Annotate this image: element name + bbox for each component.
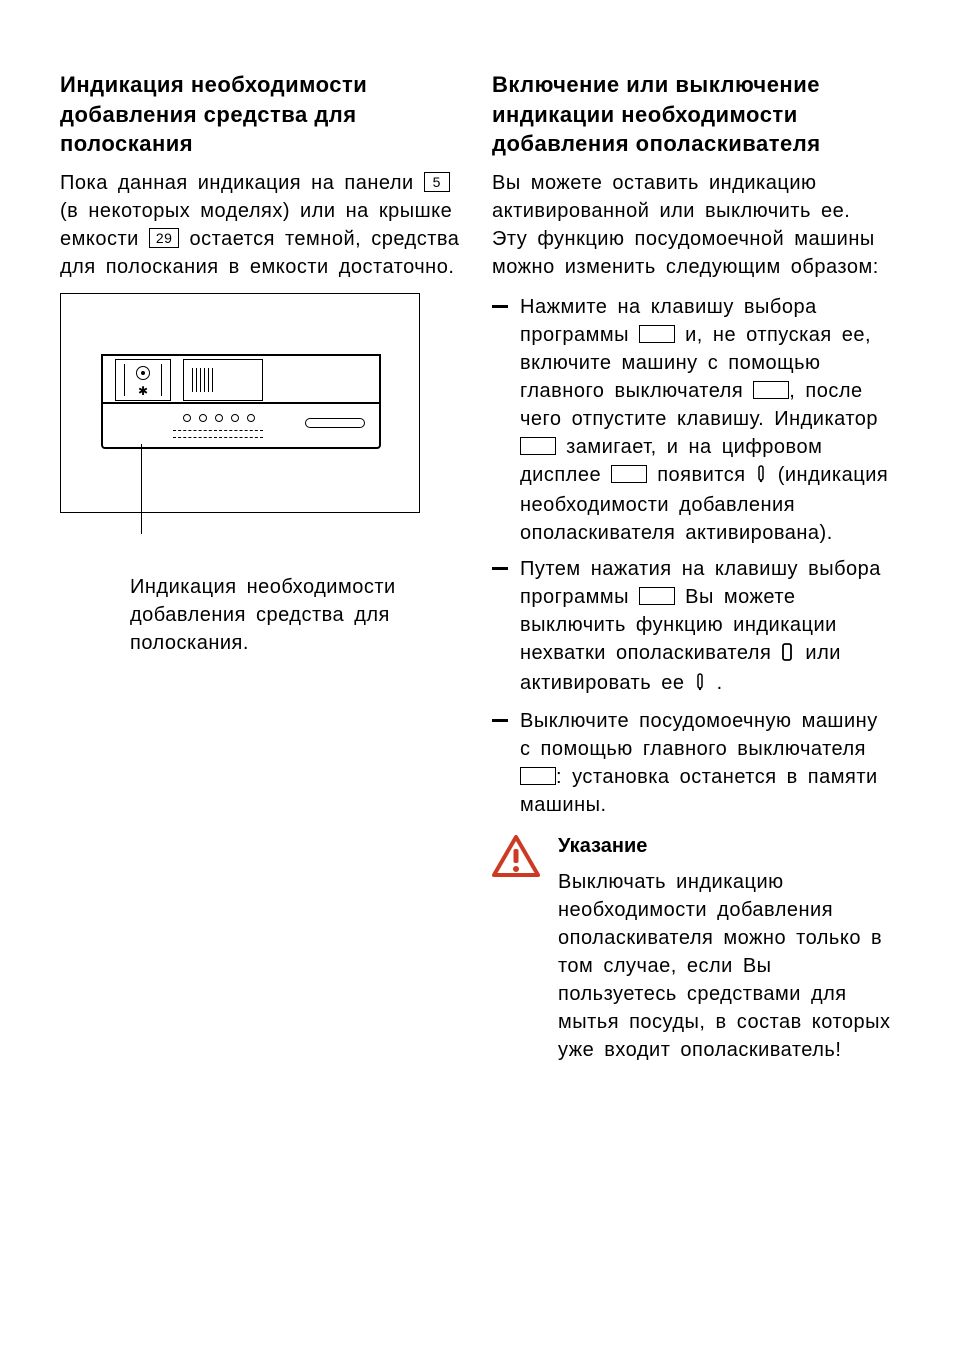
left-paragraph: Пока данная индикация на панели 5 (в нек… xyxy=(60,169,462,281)
instruction-item-1: Нажмите на клавишу выбора программы и, н… xyxy=(492,293,894,547)
activated-symbol-icon xyxy=(756,463,768,491)
main-switch-icon-2 xyxy=(520,767,556,785)
indicator-dots-icon xyxy=(183,414,255,422)
right-intro: Вы можете оставить индикацию активирован… xyxy=(492,169,894,281)
instruction-item-2: Путем нажатия на клавишу выбора программ… xyxy=(492,555,894,699)
dispenser-figure: ✱ xyxy=(60,293,420,513)
slider-icon xyxy=(173,430,263,438)
handle-icon xyxy=(305,418,365,428)
activated-symbol-icon-2 xyxy=(695,671,707,699)
ref-label-5: 5 xyxy=(424,172,450,192)
ref-label-29: 29 xyxy=(149,228,180,248)
instruction-list: Нажмите на клавишу выбора программы и, н… xyxy=(492,293,894,819)
main-switch-icon xyxy=(753,381,789,399)
right-heading: Включение или выключение индикации необх… xyxy=(492,70,894,159)
page-columns: Индикация необходимости добавления средс… xyxy=(60,70,894,1064)
right-column: Включение или выключение индикации необх… xyxy=(492,70,894,1064)
item1-e: появится xyxy=(657,464,745,486)
left-heading: Индикация необходимости добавления средс… xyxy=(60,70,462,159)
panel-bottom xyxy=(103,400,379,447)
indicator-icon xyxy=(520,437,556,455)
panel-top: ✱ xyxy=(103,356,379,404)
warning-icon xyxy=(492,835,540,1064)
item2-d: . xyxy=(717,672,723,694)
note-block: Указание Выключать индикацию необходимос… xyxy=(492,835,894,1064)
instruction-item-3: Выключите посудомоечную машину с помощью… xyxy=(492,707,894,819)
leader-line xyxy=(141,444,142,534)
program-key-icon-2 xyxy=(639,587,675,605)
note-text: Выключать индикацию необходимости добавл… xyxy=(558,868,894,1064)
display-icon xyxy=(611,465,647,483)
left-para-text-1: Пока данная индикация на панели xyxy=(60,172,414,194)
note-content: Указание Выключать индикацию необходимос… xyxy=(558,835,894,1064)
item3-a: Выключите посудомоечную машину с помощью… xyxy=(520,710,878,760)
rinse-aid-cap-icon: ✱ xyxy=(115,359,171,401)
deactivated-symbol-icon xyxy=(781,641,795,669)
dispenser-panel: ✱ xyxy=(101,354,381,449)
left-column: Индикация необходимости добавления средс… xyxy=(60,70,462,1064)
item3-b: : установка останется в памяти машины. xyxy=(520,766,878,816)
figure-caption: Индикация необходимости добавления средс… xyxy=(130,573,462,657)
detergent-lid-icon xyxy=(183,359,263,401)
program-key-icon xyxy=(639,325,675,343)
note-title: Указание xyxy=(558,835,894,858)
